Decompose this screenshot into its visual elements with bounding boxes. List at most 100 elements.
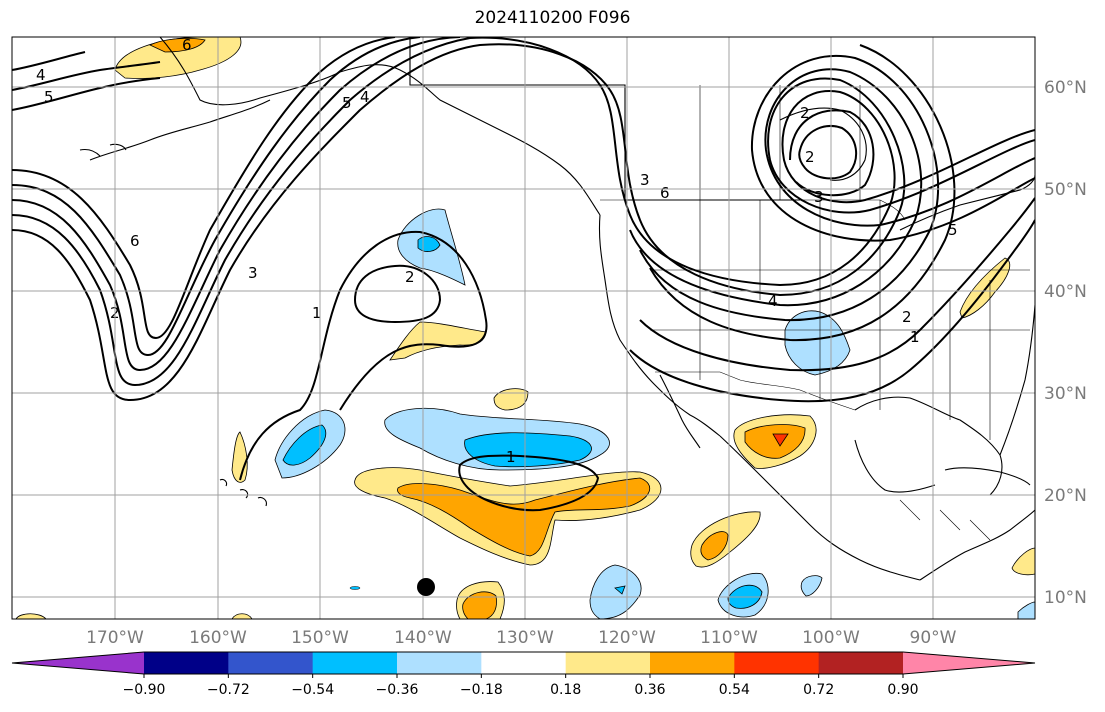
contour-label: 6 <box>182 36 192 54</box>
contour-3 <box>12 37 461 372</box>
shade-orange-bottom <box>462 591 497 619</box>
colorbar-segment <box>481 652 567 674</box>
coast-ak-islands <box>79 143 127 157</box>
colorbar-segment <box>312 652 398 674</box>
coast-hudson <box>779 107 867 181</box>
contour-label: 3 <box>248 264 258 282</box>
lon-label: 90°W <box>910 628 957 648</box>
shade-orange-band <box>397 477 651 557</box>
lat-label: 30°N <box>1044 384 1087 404</box>
shade-yellow-small <box>493 388 529 411</box>
colorbar-segment <box>144 652 229 674</box>
lon-label: 100°W <box>802 628 860 648</box>
longitude-labels: 170°W 160°W 150°W 140°W 130°W 120°W 110°… <box>86 628 957 648</box>
lat-label: 50°N <box>1044 180 1087 200</box>
colorbar-arrow-high <box>903 652 1035 674</box>
colorbar-segment <box>650 652 735 674</box>
contour-label: 1 <box>910 328 920 346</box>
contour-label: 2 <box>800 104 810 122</box>
lon-label: 140°W <box>394 628 452 648</box>
contour-4 <box>12 37 421 357</box>
colorbar-tick-label: 0.90 <box>887 682 918 698</box>
contour-2 <box>12 37 1035 387</box>
lat-label: 40°N <box>1044 282 1087 302</box>
contour-label: 2 <box>405 268 415 286</box>
shade-lightblue-corner <box>1017 601 1035 619</box>
colorbar-tick-label: 0.54 <box>719 682 750 698</box>
contour-label: 5 <box>948 221 958 239</box>
lat-label: 60°N <box>1044 78 1087 98</box>
shade-lightblue-lower1 <box>589 564 642 619</box>
lon-label: 170°W <box>86 628 144 648</box>
border-central-america <box>899 499 991 541</box>
contour-nepac-1 <box>239 230 488 481</box>
lon-label: 150°W <box>291 628 349 648</box>
shade-lightblue-us <box>784 310 851 376</box>
coast-gulf <box>854 396 1003 496</box>
colorbar-tick-label: −0.36 <box>376 682 419 698</box>
coast-cuba <box>944 467 1031 486</box>
contour-labels: 4 5 6 5 4 6 2 3 1 2 1 3 6 2 3 2 4 2 1 5 <box>36 36 958 466</box>
colorbar-tick-label: −0.90 <box>123 682 166 698</box>
contour-low <box>798 125 858 180</box>
shade-lightblue-small <box>800 575 823 597</box>
contour-2-loop <box>639 197 1035 372</box>
colorbar-segment <box>228 652 314 674</box>
gridlines <box>12 37 1035 619</box>
colorbar-tick-label: 0.36 <box>634 682 665 698</box>
border-us-mexico <box>655 371 856 411</box>
contour-1-loop <box>629 219 1035 403</box>
colorbar-tick-label: −0.72 <box>207 682 250 698</box>
colorbar-tick-label: −0.18 <box>460 682 503 698</box>
shade-blue-lower1 <box>614 585 626 595</box>
coast-westus <box>598 214 721 437</box>
coast-canada-east <box>899 174 1035 231</box>
coast-alaska <box>159 37 601 216</box>
contour-label: 2 <box>805 148 815 166</box>
contour-label: 1 <box>312 304 322 322</box>
colorbar-segment <box>818 652 904 674</box>
shade-yellow-bering <box>114 37 242 79</box>
map-frame <box>11 36 1036 620</box>
lon-label: 160°W <box>189 628 247 648</box>
shade-orange-mexico <box>744 424 806 459</box>
lon-label: 130°W <box>496 628 554 648</box>
colorbar-tick-label: 0.72 <box>803 682 834 698</box>
contour-label: 3 <box>814 188 824 206</box>
shade-yellow-caribbean <box>1011 547 1035 576</box>
coast-alaska-peninsula <box>89 99 271 161</box>
lon-label: 110°W <box>700 628 758 648</box>
colorbar-segment <box>565 652 651 674</box>
coast-us-east <box>999 304 1035 456</box>
contour-nepac-2 <box>353 264 442 324</box>
contour-label: 6 <box>130 232 140 250</box>
lon-label: 120°W <box>598 628 656 648</box>
contour-label: 1 <box>506 448 516 466</box>
contour-8 <box>649 44 956 342</box>
colorbar <box>11 651 1036 678</box>
contour-label: 6 <box>660 184 670 202</box>
colorbar-tick-labels: −0.90 −0.72 −0.54 −0.36 −0.18 0.18 0.36 … <box>123 682 919 698</box>
contour-label: 5 <box>44 88 54 106</box>
shade-blue-central <box>464 432 592 468</box>
contour-label: 5 <box>342 94 352 112</box>
colorbar-arrow-low <box>12 652 144 674</box>
coast-hawaii <box>219 478 267 507</box>
contour-6 <box>629 68 1035 307</box>
contour-label: 4 <box>768 292 778 310</box>
map-title: 2024110200 F096 <box>474 8 631 28</box>
border-state-1 <box>650 200 900 410</box>
contour-label: 2 <box>902 308 912 326</box>
latitude-labels: 10°N 20°N 30°N 40°N 50°N 60°N <box>1044 78 1087 608</box>
coast-mexico-west <box>719 435 921 581</box>
contour-top-left <box>12 51 161 111</box>
shade-orange-swmex <box>700 531 729 561</box>
shade-red-mexico <box>772 433 789 447</box>
contour-label: 4 <box>360 88 370 106</box>
coast-baja <box>659 374 701 449</box>
colorbar-segment <box>734 652 820 674</box>
colorbar-segment <box>397 652 482 674</box>
tiny-blue-mark <box>349 586 361 590</box>
coast-yucatan <box>854 439 936 493</box>
